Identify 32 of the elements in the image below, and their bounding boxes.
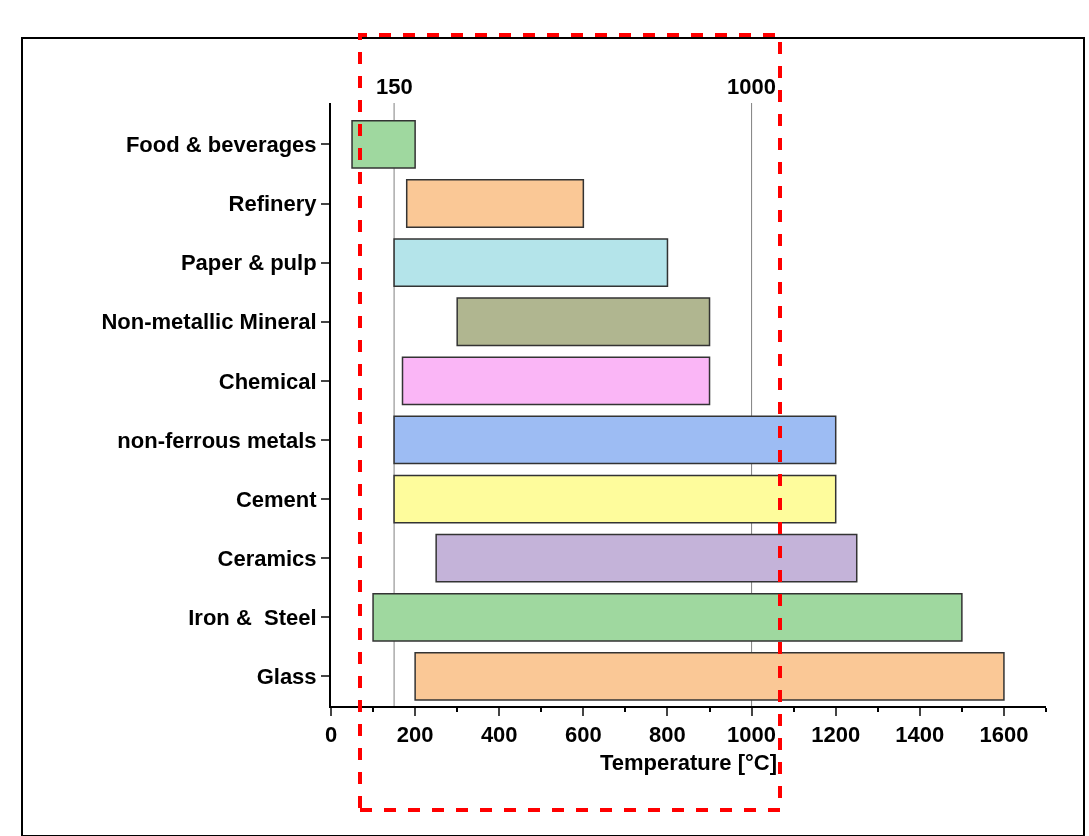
bar xyxy=(401,356,711,406)
y-tick-label: Glass xyxy=(256,664,317,690)
x-tick-label: 600 xyxy=(564,722,602,748)
bar xyxy=(435,533,858,583)
x-tick-label: 1400 xyxy=(895,722,945,748)
y-tick-label: Refinery xyxy=(228,191,318,217)
bar xyxy=(351,119,416,169)
bar xyxy=(414,652,1005,701)
x-tick-label: 0 xyxy=(324,722,338,748)
y-tick-label: Ceramics xyxy=(217,545,317,571)
bar xyxy=(393,474,837,524)
y-tick-label: Cement xyxy=(235,486,318,512)
bar xyxy=(372,592,963,642)
x-tick-label: 800 xyxy=(649,722,686,748)
ref-line-label: 1000 xyxy=(727,74,776,99)
y-tick-label: Food & beverages xyxy=(125,132,317,158)
x-tick-label: 200 xyxy=(396,722,434,748)
x-tick-label: 1200 xyxy=(811,722,861,748)
ref-line-label: 150 xyxy=(376,74,413,99)
x-tick-label: 1000 xyxy=(727,722,777,748)
y-tick-label: Non-metallic Mineral xyxy=(101,309,317,335)
bar xyxy=(393,238,669,288)
y-tick-label: Chemical xyxy=(218,368,317,394)
bar xyxy=(405,179,585,228)
x-tick-label: 400 xyxy=(480,722,518,748)
bar xyxy=(393,415,837,465)
y-tick-label: non-ferrous metals xyxy=(117,427,317,453)
x-axis-title: Temperature [°C] xyxy=(599,749,778,775)
x-tick-label: 1600 xyxy=(979,722,1029,748)
y-tick-label: Paper & pulp xyxy=(180,250,317,276)
bar xyxy=(456,297,711,347)
y-tick-label: Iron & Steel xyxy=(188,605,317,631)
